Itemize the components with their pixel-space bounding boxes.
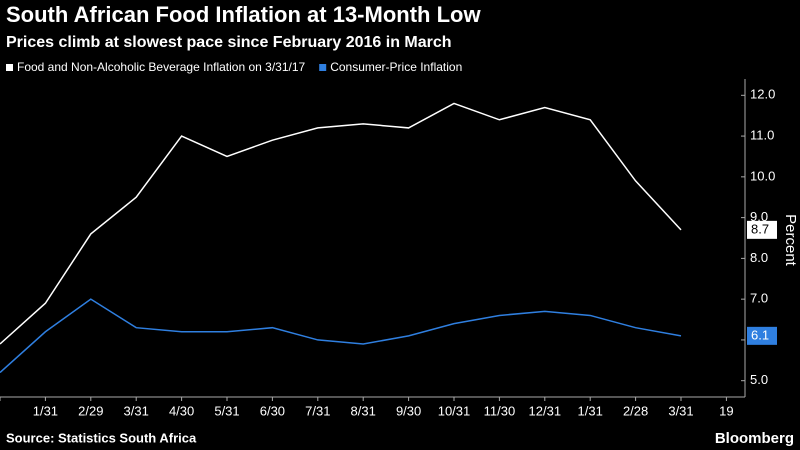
y-tick-label: 8.0 (750, 250, 768, 265)
x-tick-label: 10/31 (438, 403, 471, 418)
y-tick-label: 11.0 (750, 128, 774, 143)
x-tick-label: 11/30 (484, 403, 516, 418)
x-tick-label: 3/31 (668, 403, 693, 418)
legend-label: Consumer-Price Inflation (330, 60, 462, 74)
y-tick-label: 9.0 (750, 209, 768, 224)
series-line (0, 298, 682, 374)
y-tick-label: 7.0 (750, 291, 768, 306)
y-tick-label: 5.0 (750, 372, 768, 387)
x-tick-label: 7/31 (305, 403, 330, 418)
legend-label: Food and Non-Alcoholic Beverage Inflatio… (17, 60, 306, 74)
x-tick-label: 9/30 (396, 403, 421, 418)
x-tick-label: 1/31 (578, 403, 603, 418)
value-label-box (747, 220, 777, 239)
chart-title: South African Food Inflation at 13-Month… (6, 2, 481, 27)
legend-swatch (319, 64, 327, 71)
x-tick-label: 2/28 (623, 403, 648, 418)
x-tick-label: 2/29 (78, 403, 103, 418)
value-label: 8.7 (751, 221, 769, 236)
x-tick-label: 3/31 (124, 403, 149, 418)
x-tick-label: 1/31 (33, 403, 58, 418)
x-tick-label: 5/31 (214, 403, 239, 418)
legend-swatch (6, 64, 13, 71)
value-label: 6.1 (751, 327, 769, 342)
x-tick-label: 4/30 (169, 403, 194, 418)
x-tick-label: 19 (719, 403, 733, 418)
value-label-box (747, 326, 777, 345)
y-tick-label: 12.0 (750, 87, 775, 102)
brand: Bloomberg (715, 430, 794, 447)
chart-subtitle: Prices climb at slowest pace since Febru… (6, 34, 452, 51)
series-line (0, 102, 682, 345)
x-tick-label: 8/31 (351, 403, 376, 418)
y-axis-label: Percent (782, 214, 799, 267)
x-tick-label: 12/31 (529, 403, 562, 418)
y-tick-label: 10.0 (750, 168, 775, 183)
source: Source: Statistics South Africa (6, 430, 197, 445)
x-tick-label: 6/30 (260, 403, 285, 418)
